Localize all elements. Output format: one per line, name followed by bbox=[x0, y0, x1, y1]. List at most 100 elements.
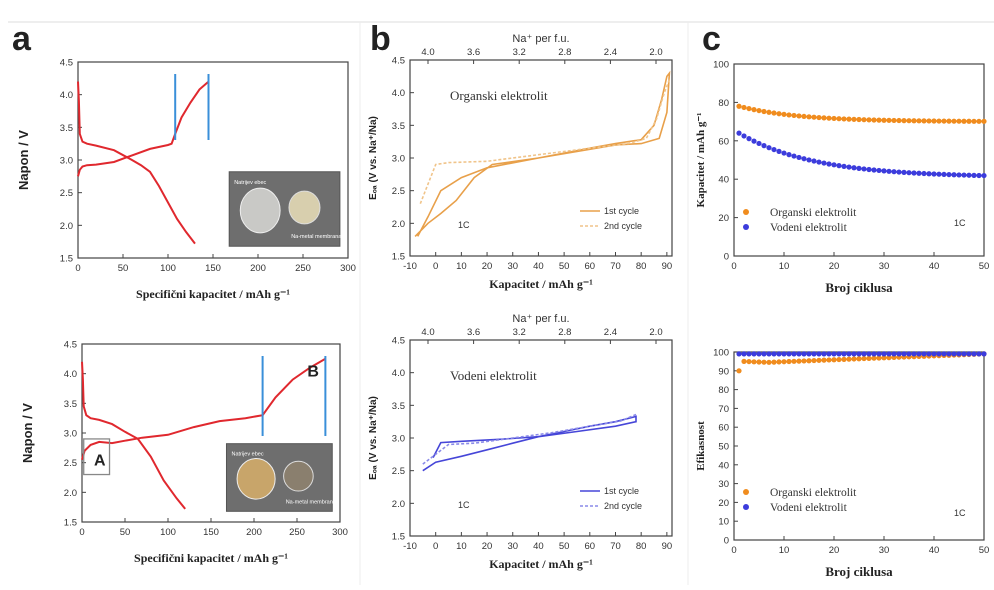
y-tick-label: 2.5 bbox=[60, 188, 73, 199]
capacity-point bbox=[971, 118, 977, 124]
efficiency-point bbox=[851, 351, 857, 357]
x-axis-label: Broj ciklusa bbox=[825, 280, 893, 295]
x-tick-label: 30 bbox=[879, 261, 890, 272]
capacity-point bbox=[891, 169, 897, 175]
capacity-point bbox=[876, 117, 882, 123]
y-tick-label: 40 bbox=[718, 175, 729, 186]
x-tick-label: 20 bbox=[482, 541, 493, 552]
top-tick-label: 2.0 bbox=[649, 327, 662, 338]
efficiency-point bbox=[801, 358, 807, 364]
y-tick-label: 3.5 bbox=[64, 399, 77, 410]
capacity-point bbox=[836, 116, 842, 122]
x-tick-label: 0 bbox=[731, 545, 736, 556]
y-axis-label: Efikasnost bbox=[695, 421, 707, 471]
y-tick-label: 3.5 bbox=[392, 121, 405, 132]
capacity-point bbox=[771, 146, 777, 153]
y-tick-label: 4.0 bbox=[60, 90, 73, 101]
chart-a_top: 0 50 100 150 200 250 300 1.5 2.0 2.5 3.0 3.5 4.0 4.5 S… bbox=[16, 58, 356, 302]
x-tick-label: 0 bbox=[433, 541, 438, 552]
efficiency-point bbox=[811, 351, 817, 357]
capacity-point bbox=[936, 118, 942, 124]
voltage-curve-1 bbox=[81, 357, 326, 460]
efficiency-point bbox=[836, 351, 842, 357]
efficiency-point bbox=[826, 351, 832, 357]
top-tick-label: 2.4 bbox=[604, 327, 617, 338]
y-tick-label: 0 bbox=[724, 252, 729, 263]
capacity-point bbox=[891, 117, 897, 124]
legend-label: 2nd cycle bbox=[604, 221, 642, 231]
capacity-point bbox=[951, 172, 957, 178]
x-tick-label: 70 bbox=[610, 541, 621, 552]
x-axis-label: Kapacitet / mAh g⁻¹ bbox=[489, 557, 593, 571]
capacity-point bbox=[761, 108, 767, 115]
efficiency-point bbox=[936, 351, 942, 357]
y-tick-label: 2.0 bbox=[64, 488, 77, 499]
x-tick-label: 90 bbox=[662, 541, 673, 552]
y-tick-label: 4.5 bbox=[60, 58, 73, 69]
voltage-curve-1 bbox=[77, 80, 210, 177]
x-tick-label: 90 bbox=[662, 261, 673, 272]
efficiency-point bbox=[901, 351, 907, 357]
capacity-point bbox=[851, 116, 857, 122]
y-tick-label: 100 bbox=[713, 60, 729, 71]
capacity-point bbox=[756, 107, 762, 114]
y-axis-label: Napon / V bbox=[20, 403, 35, 463]
capacity-point bbox=[791, 153, 797, 159]
efficiency-point bbox=[811, 357, 817, 364]
efficiency-point bbox=[856, 351, 862, 357]
capacity-point bbox=[881, 117, 887, 123]
rate-label: 1C bbox=[954, 218, 966, 228]
y-axis-label: Kapacitet / mAh g⁻¹ bbox=[695, 113, 707, 208]
panel-label-a: a bbox=[12, 20, 32, 58]
x-tick-label: 80 bbox=[636, 261, 647, 272]
efficiency-point bbox=[806, 358, 812, 364]
capacity-point bbox=[811, 114, 817, 120]
capacity-point bbox=[796, 154, 802, 161]
capacity-point bbox=[901, 169, 907, 175]
y-tick-label: 3.0 bbox=[64, 429, 77, 440]
capacity-point bbox=[746, 105, 752, 112]
efficiency-point bbox=[761, 351, 767, 357]
capacity-point bbox=[811, 158, 817, 164]
capacity-point bbox=[756, 140, 762, 147]
efficiency-point bbox=[866, 351, 872, 357]
efficiency-point bbox=[821, 357, 827, 363]
capacity-point bbox=[871, 167, 877, 173]
inset-disc-1 bbox=[236, 458, 276, 500]
x-axis-label: Broj ciklusa bbox=[825, 564, 893, 579]
x-tick-label: 10 bbox=[779, 261, 790, 272]
capacity-point bbox=[961, 118, 967, 124]
capacity-point bbox=[941, 118, 947, 124]
capacity-point bbox=[736, 130, 742, 136]
cycle-curve-2 bbox=[419, 79, 671, 204]
x-tick-label: 10 bbox=[456, 541, 467, 552]
plot-frame bbox=[733, 63, 985, 257]
capacity-point bbox=[901, 118, 907, 124]
capacity-point bbox=[821, 115, 827, 121]
efficiency-point bbox=[891, 351, 897, 357]
chart-b_bottom: -10 0 10 20 30 40 50 60 70 80 90 1.5 2.0 2.5 3.0 3.5 4.0… bbox=[368, 313, 673, 571]
inset-label: Natrijev ebec bbox=[231, 452, 263, 458]
capacity-point bbox=[896, 169, 902, 175]
annotation-b: B bbox=[307, 364, 319, 381]
capacity-point bbox=[751, 107, 757, 113]
capacity-point bbox=[946, 118, 952, 124]
capacity-point bbox=[946, 171, 952, 178]
top-tick-label: 4.0 bbox=[421, 327, 434, 338]
y-tick-label: 100 bbox=[713, 348, 729, 359]
efficiency-point bbox=[946, 351, 952, 357]
y-tick-label: 80 bbox=[718, 385, 729, 396]
x-tick-label: 300 bbox=[332, 527, 348, 538]
capacity-point bbox=[786, 112, 792, 118]
x-tick-label: 50 bbox=[979, 261, 990, 272]
inset-label: Natrijev ebec bbox=[234, 180, 266, 186]
inset-label: Na-metal membrana bbox=[291, 234, 342, 240]
voltage-curve-2 bbox=[81, 361, 186, 510]
top-tick-label: 2.8 bbox=[558, 47, 571, 58]
capacity-point bbox=[976, 118, 982, 124]
capacity-point bbox=[801, 113, 807, 120]
y-tick-label: 4.5 bbox=[64, 340, 77, 351]
efficiency-point bbox=[971, 351, 977, 357]
x-tick-label: 40 bbox=[533, 541, 544, 552]
efficiency-point bbox=[961, 351, 967, 357]
